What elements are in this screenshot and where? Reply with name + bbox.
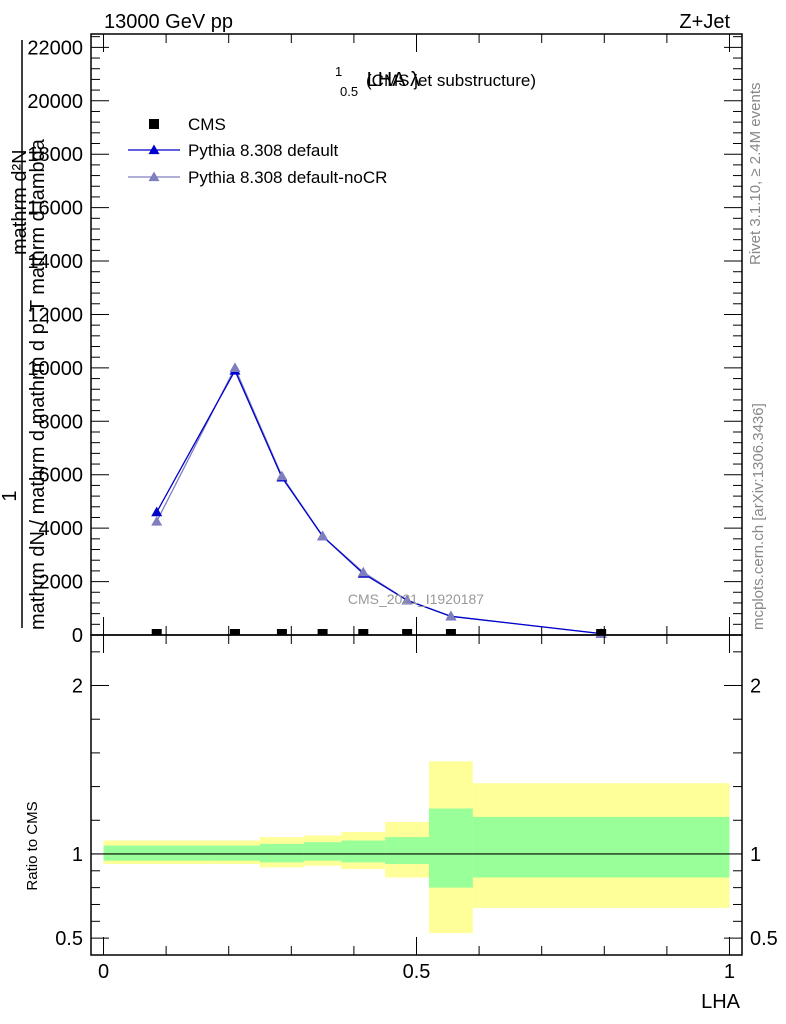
point-cms <box>596 629 607 635</box>
ratio-band-inner <box>303 842 342 861</box>
header-energy: 13000 GeV pp <box>104 11 233 33</box>
ratio-y-ticks: 0.5 0.5 1 1 2 2 <box>55 651 778 950</box>
legend: CMS Pythia 8.308 default Pythia 8.308 defa… <box>128 115 387 187</box>
ratio-band-inner <box>260 843 304 863</box>
point-cms <box>358 629 369 635</box>
header-process: Z+Jet <box>679 11 730 33</box>
point-default <box>151 506 163 517</box>
ratio-ytick-label-left: 2 <box>72 676 83 698</box>
main-ytick-label: 16000 <box>27 198 83 220</box>
series-line-default <box>156 369 602 635</box>
main-ytick-label: 18000 <box>27 144 83 166</box>
ratio-plot: 0.5 0.51 12 2 Ratio to CMS LHA 0 0.5 1 <box>24 634 778 1013</box>
main-ytick-label: 0 <box>72 625 83 647</box>
point-nocr <box>445 610 457 621</box>
main-ytick-label: 12000 <box>27 304 83 326</box>
main-ytick-label: 22000 <box>27 37 83 59</box>
point-cms <box>276 629 287 635</box>
ratio-ytick-label-right: 2 <box>750 676 761 698</box>
ratio-ytick-label-right: 0.5 <box>750 928 778 950</box>
main-series <box>151 362 607 638</box>
main-ytick-label: 6000 <box>39 465 84 487</box>
main-ytick-label: 14000 <box>27 251 83 273</box>
x-axis-label: LHA <box>701 991 741 1013</box>
legend-marker-cms <box>149 119 159 129</box>
point-cms <box>229 629 240 635</box>
ylabel-line-one: 1 <box>0 490 21 501</box>
ratio-bands <box>103 761 730 934</box>
point-nocr <box>276 470 288 481</box>
legend-label: CMS <box>188 115 226 134</box>
point-nocr <box>401 594 413 605</box>
ylabel-line-middle: mathrm dN / mathrm d mathrm d p_T mathrm… <box>27 138 49 630</box>
point-nocr <box>151 515 163 526</box>
point-nocr <box>357 566 369 577</box>
legend-label: Pythia 8.308 default-noCR <box>188 168 387 187</box>
point-cms <box>151 629 162 635</box>
x-ticks: 0 0.5 1 <box>98 635 735 983</box>
point-cms <box>402 629 413 635</box>
main-ytick-label: 4000 <box>39 518 84 540</box>
main-plot: 0 2000 4000 6000 8000 10000 12000 14000 16000 180… <box>0 33 743 647</box>
main-ytick-label: 10000 <box>27 358 83 380</box>
main-title: LHA λ 1 0.5 (CMS jet substructure) <box>335 64 536 99</box>
mcplots-label: mcplots.cern.ch [arXiv:1306.3436] <box>750 403 767 630</box>
ratio-band-inner <box>429 808 473 888</box>
title-sub: 0.5 <box>340 84 358 99</box>
main-ytick-label: 2000 <box>39 572 84 594</box>
x-tick-label: 0 <box>98 961 109 983</box>
main-ytick-label: 20000 <box>27 91 83 113</box>
ratio-band-inner <box>385 837 430 865</box>
ratio-band-inner <box>209 845 261 861</box>
ratio-band-inner <box>341 840 386 863</box>
point-nocr <box>229 362 241 373</box>
main-ytick-label: 8000 <box>39 411 84 433</box>
title-text: LHA λ <box>367 69 420 91</box>
ratio-ytick-label-left: 1 <box>72 844 83 866</box>
watermark: CMS_2021_I1920187 <box>348 591 484 607</box>
ratio-y-axis-label: Ratio to CMS <box>24 801 41 890</box>
ylabel-line-top: mathrm d²N <box>9 149 31 255</box>
point-cms <box>317 629 328 635</box>
legend-label: Pythia 8.308 default <box>188 141 339 160</box>
x-tick-label: 1 <box>724 961 735 983</box>
ratio-ytick-label-left: 0.5 <box>55 928 83 950</box>
point-cms <box>445 629 456 635</box>
rivet-label: Rivet 3.1.10, ≥ 2.4M events <box>747 83 764 266</box>
x-tick-label: 0.5 <box>403 961 431 983</box>
ratio-band-inner <box>472 816 730 878</box>
title-sup: 1 <box>335 64 342 79</box>
ratio-ytick-label-right: 1 <box>750 844 761 866</box>
title-suffix: (CMS jet substructure) <box>366 71 536 90</box>
legend-marker-default <box>148 144 160 155</box>
svg-text:LHA λ: LHA λ <box>367 69 420 91</box>
ratio-band-inner <box>103 845 210 861</box>
main-y-ticks: 0 2000 4000 6000 8000 10000 12000 14000 16000 180… <box>27 34 742 647</box>
point-nocr <box>317 530 329 541</box>
legend-marker-nocr <box>148 171 160 182</box>
main-y-axis-label: mathrm d²N mathrm dN / mathrm d mathrm d… <box>0 40 49 630</box>
